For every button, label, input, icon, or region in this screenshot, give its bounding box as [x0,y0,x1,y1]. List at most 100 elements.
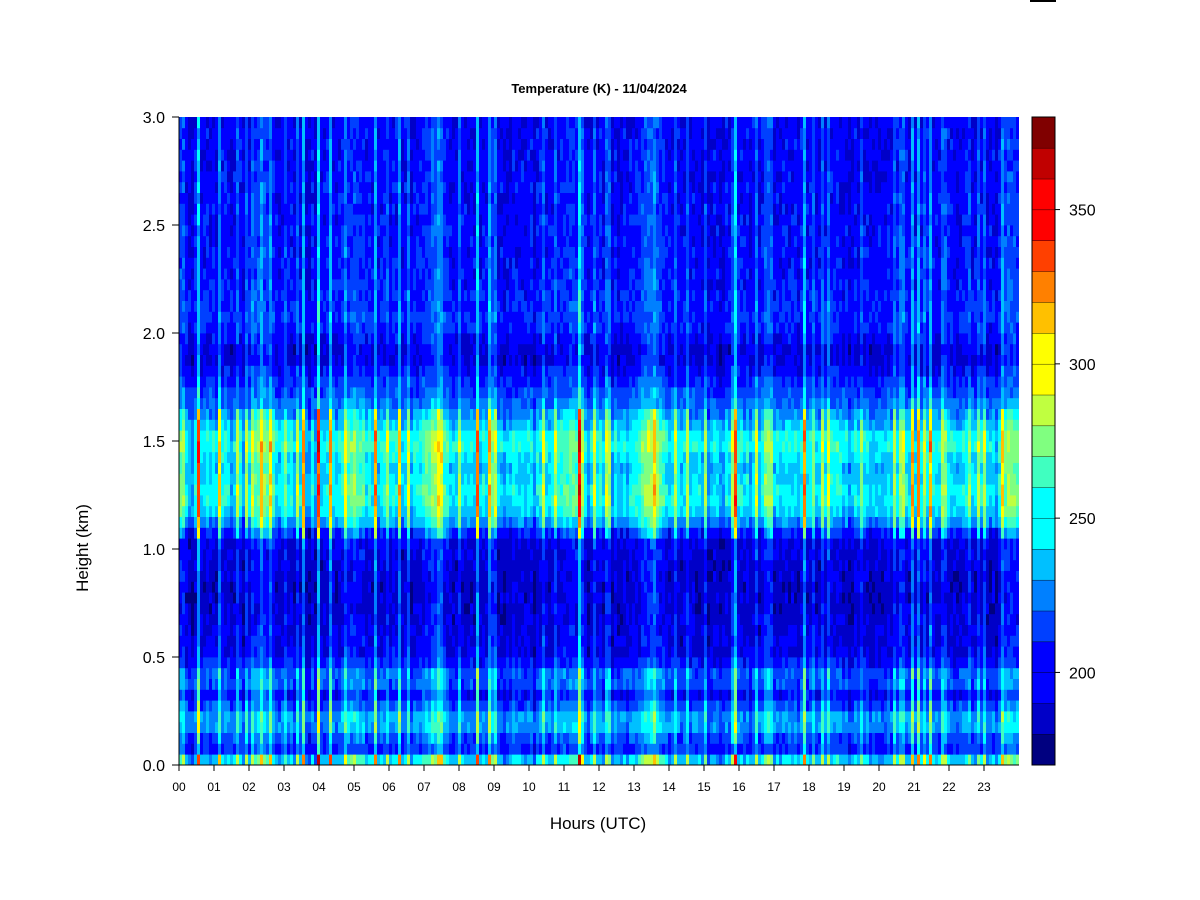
heatmap-cell [185,160,189,172]
heatmap-cell [404,441,408,453]
heatmap-cell [380,376,384,388]
heatmap-cell [338,171,342,183]
heatmap-cell [377,570,381,582]
heatmap-cell [392,397,396,409]
heatmap-cell [296,743,300,755]
heatmap-cell [215,235,219,247]
heatmap-cell [422,397,426,409]
heatmap-cell [392,743,396,755]
heatmap-cell [326,743,330,755]
heatmap-cell [191,754,195,765]
heatmap-cell [263,505,267,517]
heatmap-cell [305,160,309,172]
heatmap-cell [368,235,372,247]
heatmap-cell [341,235,345,247]
heatmap-cell [413,235,417,247]
heatmap-cell [407,138,411,150]
heatmap-cell [266,419,270,431]
heatmap-cell [194,160,198,172]
heatmap-cell [386,495,390,507]
heatmap-cell [413,516,417,528]
heatmap-cell [233,246,237,258]
heatmap-cell [263,613,267,625]
heatmap-cell [326,171,330,183]
heatmap-cell [275,149,279,161]
heatmap-cell [245,268,249,280]
heatmap-cell [206,149,210,161]
heatmap-cell [371,678,375,690]
heatmap-cell [257,300,261,312]
heatmap-cell [242,473,246,485]
heatmap-cell [242,289,246,301]
heatmap-cell [386,559,390,571]
heatmap-cell [245,743,249,755]
heatmap-cell [212,451,216,463]
heatmap-cell [329,495,333,507]
heatmap-cell [326,462,330,474]
heatmap-cell [326,754,330,765]
heatmap-cell [233,430,237,442]
heatmap-cell [287,570,291,582]
heatmap-cell [188,732,192,744]
heatmap-cell [290,279,294,291]
heatmap-cell [329,505,333,517]
heatmap-cell [407,581,411,593]
heatmap-cell [236,721,240,733]
heatmap-cell [338,451,342,463]
heatmap-cell [230,430,234,442]
heatmap-cell [350,646,354,658]
heatmap-cell [293,711,297,723]
heatmap-cell [344,462,348,474]
heatmap-cell [227,754,231,765]
heatmap-cell [422,549,426,561]
heatmap-cell [278,333,282,345]
heatmap-cell [353,408,357,420]
heatmap-cell [392,171,396,183]
heatmap-cell [203,311,207,323]
heatmap-cell [221,559,225,571]
heatmap-cell [338,354,342,366]
heatmap-cell [374,484,378,496]
heatmap-cell [410,451,414,463]
heatmap-cell [236,700,240,712]
heatmap-cell [248,743,252,755]
heatmap-cell [278,268,282,280]
heatmap-cell [311,505,315,517]
heatmap-cell [356,732,360,744]
heatmap-cell [317,646,321,658]
heatmap-cell [311,646,315,658]
heatmap-cell [275,138,279,150]
heatmap-cell [245,117,249,129]
heatmap-cell [263,527,267,539]
heatmap-cell [248,387,252,399]
heatmap-cell [209,311,213,323]
heatmap-cell [347,505,351,517]
heatmap-cell [374,430,378,442]
heatmap-cell [242,257,246,269]
heatmap-cell [251,235,255,247]
heatmap-cell [413,549,417,561]
heatmap-cell [275,322,279,334]
heatmap-cell [395,430,399,442]
heatmap-cell [242,127,246,139]
heatmap-cell [215,646,219,658]
heatmap-cell [413,754,417,765]
heatmap-cell [299,181,303,193]
heatmap-cell [356,603,360,615]
heatmap-cell [260,387,264,399]
heatmap-cell [359,268,363,280]
heatmap-cell [362,117,366,129]
heatmap-cell [212,322,216,334]
heatmap-cell [332,376,336,388]
heatmap-cell [401,279,405,291]
heatmap-cell [179,516,183,528]
heatmap-cell [383,495,387,507]
heatmap-cell [272,365,276,377]
heatmap-cell [188,689,192,701]
heatmap-cell [299,678,303,690]
heatmap-cell [218,538,222,550]
heatmap-cell [305,246,309,258]
heatmap-cell [203,559,207,571]
heatmap-cell [284,441,288,453]
heatmap-cell [188,603,192,615]
